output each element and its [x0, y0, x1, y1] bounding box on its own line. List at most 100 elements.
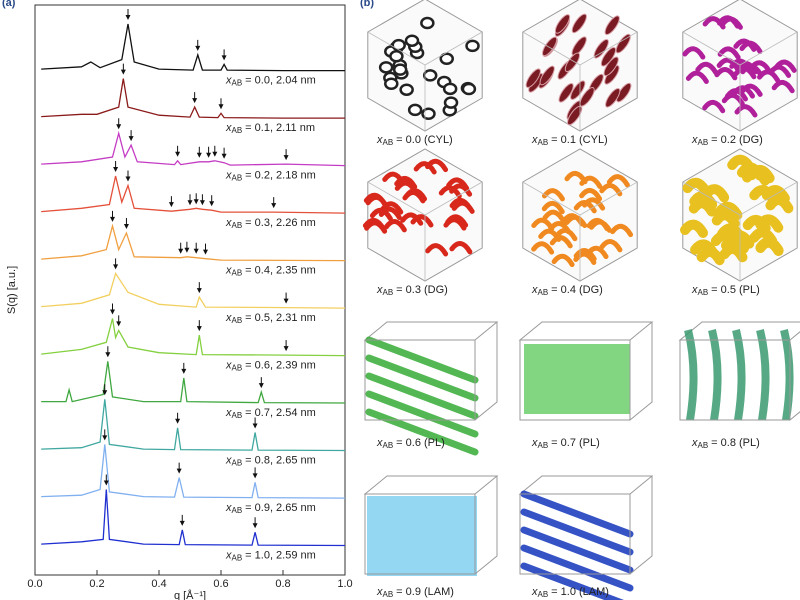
- panel-label: (a): [2, 0, 16, 9]
- arrow-head: [184, 247, 190, 253]
- box-front: [364, 493, 476, 575]
- domain: [603, 56, 619, 77]
- peak-arrow: [252, 467, 258, 479]
- domain: [554, 14, 571, 34]
- subscript: AB: [232, 221, 243, 230]
- morphology-render: [682, 0, 798, 132]
- label: xAB = 0.7 (PL): [531, 437, 600, 450]
- curve: [41, 489, 346, 547]
- domain: [714, 67, 738, 81]
- morphology-render: [678, 321, 800, 421]
- morphology-render: [522, 148, 638, 282]
- arrow-head: [212, 151, 218, 157]
- box-side: [474, 476, 498, 575]
- domain: [564, 52, 581, 73]
- domain: [573, 248, 597, 262]
- curve: [41, 78, 345, 119]
- subscript: AB: [232, 506, 243, 515]
- peak-arrow: [206, 146, 212, 158]
- domain: [542, 36, 558, 57]
- domain: [721, 92, 745, 107]
- arrow-head: [283, 155, 289, 161]
- arrow-head: [168, 202, 174, 208]
- domain: [520, 508, 634, 556]
- peak-arrow: [218, 98, 224, 110]
- domain: [727, 154, 756, 174]
- morphology-render: [367, 0, 483, 132]
- box-front: [519, 493, 631, 575]
- symbol: x: [225, 217, 232, 229]
- domain: [404, 188, 428, 202]
- arrow-head: [179, 520, 185, 526]
- domain: [384, 77, 399, 90]
- domain: [579, 188, 603, 202]
- domain: [749, 227, 778, 246]
- peak-arrow: [209, 195, 215, 207]
- domain: [551, 253, 575, 268]
- label-text: = 0.0 (CYL): [396, 134, 453, 146]
- domain: [389, 50, 404, 63]
- peak-arrow: [196, 282, 202, 294]
- symbol: x: [225, 454, 232, 466]
- domain: [365, 408, 479, 456]
- subscript: AB: [232, 554, 243, 563]
- domain: [425, 243, 449, 257]
- domain: [742, 167, 771, 186]
- domain: [367, 496, 477, 576]
- domain: [399, 83, 414, 96]
- box-front: [519, 339, 631, 421]
- domain: [531, 241, 555, 255]
- domain: [606, 174, 630, 188]
- domain: [520, 562, 625, 600]
- domain: [420, 16, 435, 30]
- box-side: [629, 476, 653, 575]
- arrow-head: [181, 368, 187, 374]
- arrow-head: [102, 435, 108, 441]
- domain: [588, 219, 612, 233]
- box-edge: [739, 181, 798, 216]
- morphology-render: [518, 321, 654, 421]
- morphology-render: [680, 148, 798, 282]
- box-edge: [424, 181, 483, 216]
- label-text: = 0.4, 2.35 nm: [245, 264, 316, 276]
- subscript: AB: [383, 288, 394, 297]
- x-tick-label: 0.4: [151, 578, 166, 590]
- domain: [685, 70, 709, 84]
- peak-arrow: [179, 514, 185, 526]
- box-edge: [367, 31, 426, 66]
- curve: [41, 130, 346, 167]
- symbol: x: [531, 284, 538, 296]
- label-text: = 0.5 (PL): [711, 284, 760, 296]
- domain: [716, 57, 740, 71]
- domain: [756, 329, 770, 421]
- box-outline: [518, 321, 654, 341]
- peak-arrow: [175, 145, 181, 157]
- box-edge: [579, 31, 638, 66]
- domain: [680, 219, 709, 238]
- arrow-head: [193, 199, 199, 205]
- domain: [599, 183, 623, 197]
- x-axis-label: q [Å⁻¹]: [174, 589, 206, 600]
- arrow-head: [176, 468, 182, 474]
- domain: [421, 107, 436, 121]
- y-axis-label: S(q) [a.u.]: [6, 266, 18, 314]
- morphology-render: [362, 148, 483, 282]
- symbol: x: [691, 284, 698, 296]
- label-text: = 0.3, 2.26 nm: [245, 217, 316, 229]
- peak-arrow: [178, 242, 184, 254]
- domain: [445, 214, 469, 228]
- domain: [392, 63, 408, 76]
- symbol: x: [691, 437, 698, 449]
- label-text: = 0.2, 2.18 nm: [245, 169, 316, 181]
- morphology-render: [522, 0, 638, 132]
- domain: [616, 82, 632, 103]
- peak-arrow: [102, 429, 108, 441]
- label: xAB = 1.0 (LAM): [531, 586, 609, 599]
- box-edge: [522, 31, 581, 66]
- box-outline: [518, 475, 654, 495]
- domain: [765, 195, 794, 214]
- plot-frame: [34, 4, 346, 576]
- label: xAB = 0.8 (PL): [691, 437, 760, 450]
- arrow-head: [196, 152, 202, 158]
- arrow-head: [103, 480, 109, 486]
